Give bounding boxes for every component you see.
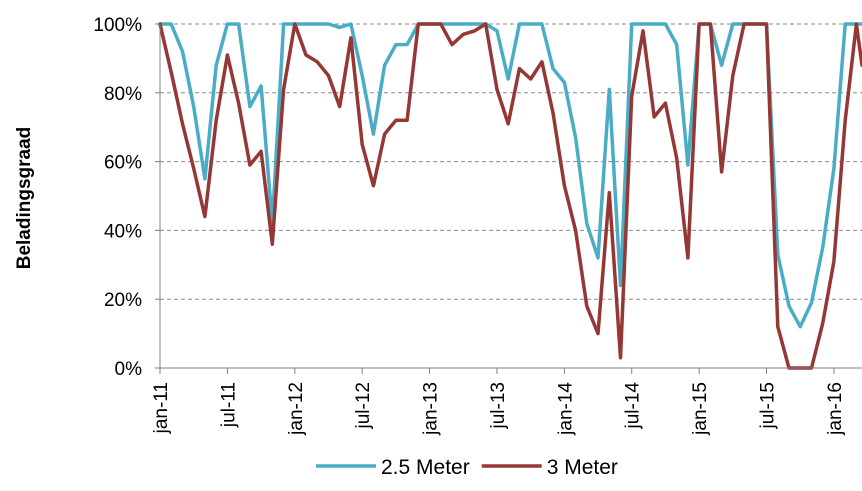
x-tick-labels: jan-11 jul-11 jan-12 jul-12 jan-13 jul-13 jan-… xyxy=(151,382,846,436)
x-tick-label: jan-15 xyxy=(690,382,711,436)
x-tick-label: jul-14 xyxy=(623,382,644,430)
series-line-2 xyxy=(158,22,862,370)
y-tick-labels: 0% 20% 40% 60% 80% 100% xyxy=(93,15,142,380)
y-tick-label: 0% xyxy=(115,359,143,380)
y-tick-label: 20% xyxy=(104,290,142,311)
legend-label-1: 2.5 Meter xyxy=(381,456,470,479)
y-tick-label: 100% xyxy=(93,15,142,36)
x-tick-label: jul-15 xyxy=(758,382,779,429)
y-axis-label: Beladingsgraad xyxy=(14,127,35,270)
x-tick-label: jan-11 xyxy=(151,382,172,434)
x-tick-label: jan-13 xyxy=(421,382,442,436)
x-tick-label: jan-12 xyxy=(286,382,307,436)
series-layer xyxy=(158,22,862,370)
x-tick-label: jul-13 xyxy=(488,382,509,429)
series-line-1 xyxy=(158,22,862,329)
x-tick-label: jan-14 xyxy=(555,382,576,436)
y-tick-label: 80% xyxy=(104,84,142,105)
x-tick-label: jul-12 xyxy=(353,382,374,429)
legend-label-2: 3 Meter xyxy=(547,456,618,479)
axes xyxy=(155,23,862,374)
y-tick-label: 40% xyxy=(104,221,142,242)
y-tick-label: 60% xyxy=(104,153,142,174)
x-tick-label: jul-11 xyxy=(218,382,239,428)
x-tick-label: jan-16 xyxy=(825,382,846,436)
legend: 2.5 Meter 3 Meter xyxy=(316,456,618,479)
